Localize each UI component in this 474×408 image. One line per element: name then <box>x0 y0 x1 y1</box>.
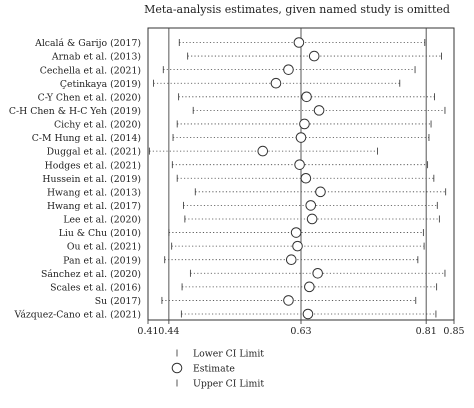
study-label: Cechella et al. (2021) <box>40 65 141 76</box>
study-label: Çetinkaya (2019) <box>60 79 141 90</box>
estimate-marker <box>293 37 305 48</box>
estimate-marker <box>294 159 305 170</box>
study-row: Duggal et al. (2021) <box>47 145 378 158</box>
study-label: Liu & Chu (2010) <box>59 228 141 239</box>
study-rows: Alcalá & Garijo (2017) Arnab et al. (2013… <box>9 37 447 321</box>
study-row: Hussein et al. (2019) <box>42 172 435 185</box>
study-row: Lee et al. (2020) <box>63 213 440 226</box>
estimate-marker <box>305 200 317 211</box>
study-label: Alcalá & Garijo (2017) <box>34 38 141 49</box>
chart-title: Meta-analysis estimates, given named stu… <box>144 3 450 16</box>
study-row: Su (2017) <box>95 295 417 307</box>
study-label: Hussein et al. (2019) <box>42 174 141 185</box>
study-label: Hwang et al. (2017) <box>47 201 141 212</box>
study-label: Hwang et al. (2013) <box>47 187 141 198</box>
study-row: Liu & Chu (2010) <box>59 227 424 239</box>
study-row: Scales et al. (2016) <box>50 281 438 293</box>
study-row: Cechella et al. (2021) <box>40 64 416 76</box>
study-label: Ou et al. (2021) <box>67 242 141 253</box>
estimate-marker <box>270 77 282 89</box>
estimate-marker <box>292 240 303 252</box>
estimate-marker <box>300 172 312 184</box>
x-tick-label: 0.63 <box>290 326 311 337</box>
x-tick-label: 0.85 <box>443 326 464 337</box>
study-row: Vázquez-Cano et al. (2021) <box>13 308 437 321</box>
estimate-marker <box>283 295 294 306</box>
study-label: Scales et al. (2016) <box>50 282 141 293</box>
study-row: Cichy et al. (2020) <box>54 118 432 131</box>
legend: Lower CI Limit Estimate Upper CI Limit <box>171 349 264 390</box>
study-label: Pan et al. (2019) <box>63 255 141 266</box>
estimate-marker <box>315 186 326 198</box>
study-row: C-M Hung et al. (2014) <box>32 132 430 144</box>
study-row: Arnab et al. (2013) <box>51 50 442 63</box>
estimate-marker <box>295 132 307 143</box>
study-label: C-Y Chen et al. (2020) <box>38 92 141 103</box>
study-row: Alcalá & Garijo (2017) <box>34 37 426 49</box>
estimate-marker <box>285 254 297 266</box>
study-row: C-H Chen & H-C Yeh (2019) <box>9 105 446 117</box>
legend-item: Estimate <box>171 362 235 375</box>
study-label: C-H Chen & H-C Yeh (2019) <box>9 106 141 117</box>
study-row: Çetinkaya (2019) <box>60 77 401 90</box>
study-label: Vázquez-Cano et al. (2021) <box>13 310 141 321</box>
x-axis: 0.41 0.44 0.63 0.81 0.85 <box>137 320 465 337</box>
legend-item: Upper CI Limit <box>176 379 264 390</box>
legend-item: Lower CI Limit <box>176 349 264 360</box>
estimate-marker <box>257 145 269 157</box>
study-label: Arnab et al. (2013) <box>51 52 141 63</box>
study-label: Hodges et al. (2021) <box>45 160 141 171</box>
study-label: Duggal et al. (2021) <box>47 147 141 158</box>
study-label: C-M Hung et al. (2014) <box>32 133 141 144</box>
reference-lines <box>168 28 427 320</box>
estimate-marker <box>306 213 318 225</box>
estimate-marker <box>302 308 314 320</box>
x-tick-label: 0.41 <box>137 326 158 337</box>
legend-label: Upper CI Limit <box>193 379 264 390</box>
estimate-marker <box>301 91 312 103</box>
study-label: Sánchez et al. (2020) <box>41 269 141 280</box>
legend-label: Lower CI Limit <box>193 349 264 360</box>
study-label: Su (2017) <box>95 296 141 307</box>
estimate-marker <box>283 64 294 75</box>
estimate-marker <box>299 118 310 130</box>
study-row: Ou et al. (2021) <box>67 240 425 253</box>
estimate-marker <box>308 50 320 62</box>
study-row: Pan et al. (2019) <box>63 254 419 266</box>
legend-circle-symbol <box>171 362 183 374</box>
study-label: Cichy et al. (2020) <box>54 120 141 131</box>
study-row: Hodges et al. (2021) <box>45 159 429 171</box>
x-tick-label: 0.44 <box>158 326 179 337</box>
study-row: Hwang et al. (2017) <box>47 200 438 212</box>
study-row: Hwang et al. (2013) <box>47 186 447 198</box>
estimate-marker <box>290 227 302 238</box>
estimate-marker <box>312 267 323 279</box>
study-label: Lee et al. (2020) <box>63 215 141 226</box>
legend-label: Estimate <box>193 364 235 375</box>
study-row: Sánchez et al. (2020) <box>41 267 446 280</box>
estimate-marker <box>313 105 325 116</box>
x-tick-label: 0.81 <box>416 326 437 337</box>
estimate-marker <box>304 281 315 293</box>
study-row: C-Y Chen et al. (2020) <box>38 91 435 103</box>
